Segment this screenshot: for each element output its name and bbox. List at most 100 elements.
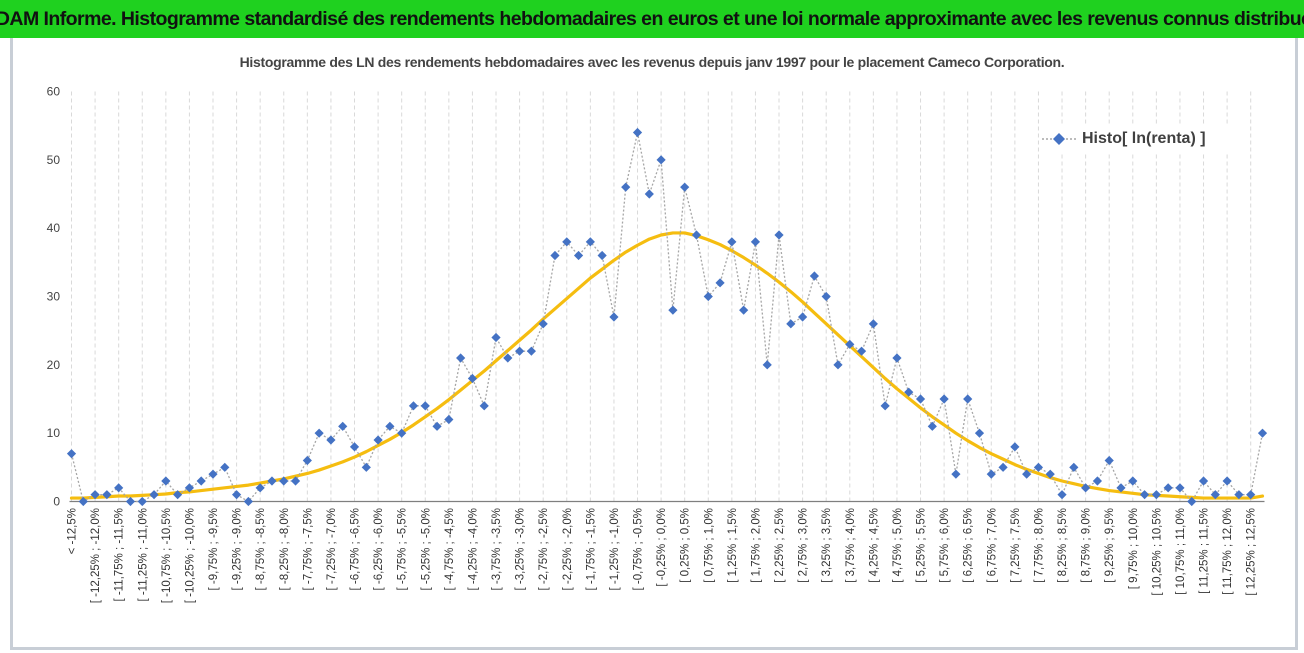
histogram-point (845, 339, 855, 349)
x-tick-label: [ -9,25% ; -9,0% (232, 508, 244, 590)
histogram-point (1010, 442, 1020, 452)
histogram-point (774, 230, 784, 240)
histogram-point (668, 305, 678, 315)
histogram-series (66, 127, 1268, 507)
histogram-point (444, 414, 454, 425)
histogram-point (1092, 476, 1103, 486)
x-tick-label: [ 0,25% ; 0,5% (680, 508, 692, 583)
histogram-point (927, 421, 937, 431)
x-tick-label: [ 7,75% ; 8,0% (1033, 508, 1045, 583)
histogram-point (66, 449, 77, 459)
histogram-point (1234, 490, 1244, 500)
x-tick-label: < -12,5% (67, 508, 79, 554)
histogram-point (656, 155, 666, 165)
banner-title: ADAM Informe. Histogramme standardisé de… (0, 7, 1304, 30)
histogram-point (904, 387, 914, 397)
x-tick-label: [ 11,25% ; 11,5% (1199, 508, 1211, 594)
x-tick-label: [ 1,25% ; 1,5% (727, 508, 739, 583)
x-tick-label: [ -2,25% ; -2,0% (562, 508, 574, 590)
histogram-point (562, 237, 572, 247)
x-tick-label: [ 5,25% ; 5,5% (916, 508, 928, 583)
histogram-point (408, 401, 419, 411)
histogram-line (70, 132, 1264, 503)
x-tick-label: [ 3,75% ; 4,0% (845, 508, 857, 583)
histogram-point (715, 278, 725, 288)
x-tick-label: [ -4,25% ; -4,0% (467, 508, 479, 590)
x-tick-label: [ 9,75% ; 10,0% (1128, 508, 1140, 589)
x-tick-label: [ 12,25% ; 12,5% (1246, 508, 1258, 596)
x-tick-label: [ 10,75% ; 11,0% (1175, 508, 1187, 595)
histogram-point (750, 237, 761, 247)
x-tick-label: [ -11,25% ; -11,0% (137, 508, 149, 602)
histogram-point (550, 250, 560, 261)
x-tick-label: [ 9,25% ; 9,5% (1104, 508, 1116, 583)
histogram-point (621, 182, 631, 192)
x-tick-label: [ -10,75% ; -10,5% (161, 508, 173, 603)
histogram-point (963, 394, 973, 404)
histogram-point (1257, 428, 1268, 438)
histogram-point (585, 237, 595, 247)
histogram-point (1175, 483, 1185, 493)
y-tick-label: 50 (47, 153, 61, 167)
histogram-point (1069, 462, 1079, 472)
histogram-point (125, 496, 136, 507)
histogram-point (255, 483, 265, 493)
x-tick-label: [ -0,25% ; 0,0% (656, 508, 668, 587)
histogram-point (114, 483, 124, 493)
y-tick-label: 30 (47, 290, 61, 304)
histogram-point (1163, 483, 1173, 493)
y-tick-label: 40 (47, 221, 61, 235)
histogram-point (739, 305, 749, 315)
x-tick-label: [ 4,25% ; 4,5% (868, 508, 880, 583)
histogram-point (998, 462, 1008, 472)
x-tick-label: [ -3,75% ; -3,5% (491, 508, 503, 590)
histogram-point (479, 401, 489, 411)
histogram-point (597, 250, 607, 261)
x-tick-label: [ -4,75% ; -4,5% (444, 508, 456, 590)
x-tick-label: [ 6,75% ; 7,0% (986, 508, 998, 583)
histogram-point (1128, 476, 1138, 486)
histogram-point (456, 353, 466, 363)
histogram-point (856, 346, 867, 356)
histogram-point (644, 189, 654, 199)
legend-marker-icon (1042, 133, 1076, 145)
x-tick-label: [ -7,25% ; -7,0% (326, 508, 338, 590)
histogram-point (432, 421, 442, 431)
histogram-point (526, 346, 536, 356)
x-tick-label: [ -9,75% ; -9,5% (208, 508, 220, 590)
histogram-point (514, 346, 525, 356)
x-tick-label: [ 3,25% ; 3,5% (821, 508, 833, 583)
legend-label: Histo[ ln(renta) ] (1082, 130, 1206, 147)
legend: Histo[ ln(renta) ] (1040, 126, 1245, 152)
histogram-point (786, 319, 796, 329)
histogram-point (1246, 490, 1256, 500)
histogram-point (420, 401, 430, 411)
histogram-point (703, 291, 713, 302)
x-tick-label: [ 8,75% ; 9,0% (1081, 508, 1093, 583)
histogram-point (1210, 490, 1220, 500)
histogram-point (680, 182, 690, 192)
histogram-point (1033, 462, 1044, 472)
histogram-point (302, 455, 312, 466)
histogram-point (1045, 469, 1055, 479)
report-banner: ADAM Informe. Histogramme standardisé de… (0, 0, 1304, 38)
x-tick-label: [ -2,75% ; -2,5% (538, 508, 550, 590)
histogram-point (397, 428, 407, 438)
x-tick-label: [ 5,75% ; 6,0% (939, 508, 951, 583)
x-tick-label: [ 6,25% ; 6,5% (963, 508, 975, 583)
x-tick-label: [ 1,75% ; 2,0% (750, 508, 762, 583)
histogram-point (939, 394, 949, 404)
x-axis-ticks: < -12,5% [ -12,25% ; -12,0% [ -11,75% ; -1… (67, 508, 1258, 603)
x-tick-label: [ 8,25% ; 8,5% (1057, 508, 1069, 583)
histogram-point (1187, 496, 1197, 507)
histogram-point (491, 332, 501, 343)
y-tick-label: 0 (53, 495, 60, 509)
histogram-point (821, 291, 831, 302)
histogram-point (762, 360, 772, 370)
x-tick-label: [ -12,25% ; -12,0% (90, 508, 102, 603)
histogram-point (880, 401, 890, 411)
histogram-point (1198, 476, 1209, 486)
x-tick-label: [ 11,75% ; 12,0% (1222, 508, 1234, 595)
